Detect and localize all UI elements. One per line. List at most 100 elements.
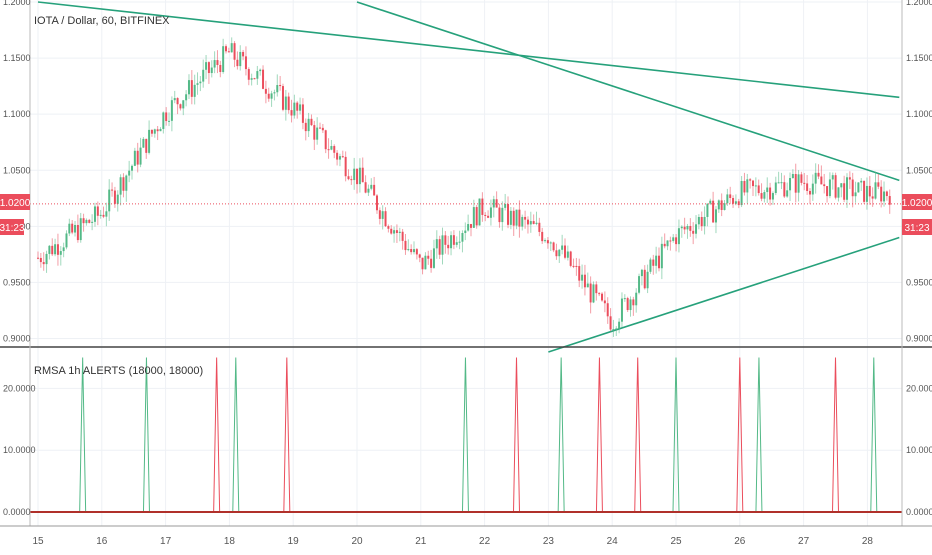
candle-body — [205, 62, 208, 70]
candle-body — [877, 182, 880, 187]
trendlines[interactable] — [37, 1, 900, 353]
candle-body — [609, 316, 612, 330]
candle-body — [507, 203, 510, 225]
candle-body — [478, 198, 481, 226]
candle-body — [746, 179, 749, 193]
candle-body — [472, 207, 475, 228]
indicator-spike — [736, 357, 744, 513]
candle-body — [880, 186, 883, 202]
candle-body — [54, 244, 57, 255]
candle-body — [131, 165, 134, 171]
candle-body — [330, 146, 333, 150]
candle-body — [623, 298, 626, 300]
y-tick-label-right: 1.1000 — [906, 109, 932, 119]
y-tick-label-right: 0.9000 — [906, 334, 932, 344]
candle-body — [860, 180, 863, 183]
candle-body — [535, 222, 538, 224]
countdown-left: 31:23 — [0, 223, 25, 234]
candle-body — [697, 217, 700, 225]
candle-body — [672, 237, 675, 241]
indicator-spike — [513, 357, 520, 513]
candle-body — [413, 249, 416, 253]
countdown-badge-left: 31:23 — [0, 219, 25, 235]
candle-body — [495, 199, 498, 208]
candle-body — [242, 51, 245, 57]
candle-body — [808, 190, 811, 195]
candle-body — [276, 85, 279, 93]
candle-body — [421, 257, 424, 270]
x-tick-label: 15 — [32, 536, 44, 547]
candle-body — [526, 219, 529, 225]
candle-body — [763, 192, 766, 199]
candle-body — [310, 118, 313, 126]
candle-body — [589, 283, 592, 303]
candle-body — [133, 150, 136, 166]
candle-body — [814, 172, 817, 184]
candle-body — [96, 206, 99, 216]
candle-body — [857, 182, 860, 193]
candle-body — [461, 233, 464, 242]
trendline — [37, 1, 900, 99]
last-price-left: 1.0200 — [0, 198, 31, 209]
candle-body — [145, 138, 148, 153]
candle-body — [734, 201, 737, 204]
candle-body — [313, 125, 316, 140]
indicator-title: RMSA 1h ALERTS (18000, 18000) — [34, 365, 203, 377]
candle-body — [581, 274, 584, 281]
y-tick-label-left: 0.9000 — [3, 334, 31, 344]
candle-body — [529, 221, 532, 225]
indicator-spike — [870, 357, 878, 513]
candle-body — [108, 189, 111, 212]
candle-body — [612, 329, 615, 331]
candle-body — [729, 194, 732, 199]
candle-body — [344, 156, 347, 177]
candle-body — [777, 182, 780, 184]
candle-body — [247, 69, 250, 80]
candle-body — [640, 269, 643, 277]
candle-body — [393, 230, 396, 234]
candle-body — [150, 129, 153, 134]
candle-body — [757, 185, 760, 194]
candle-body — [786, 190, 789, 197]
candle-body — [848, 177, 851, 180]
candle-body — [91, 221, 94, 223]
candle-body — [398, 231, 401, 233]
candle-body — [42, 262, 45, 265]
candle-body — [846, 177, 849, 200]
candle-body — [555, 250, 558, 257]
candle-body — [74, 224, 77, 233]
candle-body — [737, 201, 740, 206]
candle-body — [105, 211, 108, 217]
candle-body — [432, 248, 435, 268]
candle-body — [521, 216, 524, 227]
candle-body — [279, 85, 282, 87]
candle-body — [732, 198, 735, 204]
candle-body — [324, 130, 327, 150]
indicator-spike — [79, 357, 87, 513]
candle-body — [378, 210, 381, 219]
candle-body — [116, 194, 119, 204]
candle-body — [51, 245, 54, 255]
x-tick-label: 24 — [607, 536, 619, 547]
candle-body — [316, 127, 319, 140]
ind-y-tick-left: 0.0000 — [3, 507, 31, 517]
ind-y-tick-left: 10.0000 — [3, 445, 36, 455]
candle-body — [652, 259, 655, 266]
candle-body — [267, 93, 270, 99]
candle-body — [290, 110, 293, 116]
candle-body — [826, 186, 829, 197]
candle-body — [424, 255, 427, 270]
last-price-badge-left: 1.0200 — [0, 194, 31, 210]
candle-body — [492, 199, 495, 208]
candle-body — [751, 180, 754, 187]
candle-body — [467, 224, 470, 231]
candle-body — [888, 196, 891, 205]
y-tick-label-left: 1.0500 — [3, 165, 31, 175]
candle-body — [415, 249, 418, 255]
x-tick-label: 20 — [351, 536, 363, 547]
candle-body — [680, 226, 683, 229]
candle-body — [487, 215, 490, 218]
